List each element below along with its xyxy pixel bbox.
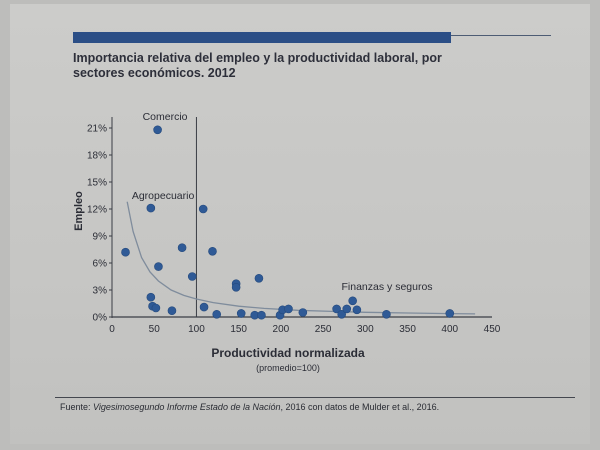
x-tick-label: 100 <box>188 324 205 335</box>
data-point <box>342 304 352 314</box>
x-tick-label: 150 <box>230 324 247 335</box>
y-tick-label: 12% <box>87 205 107 216</box>
data-point <box>154 262 163 271</box>
page-background <box>10 4 590 444</box>
title-accent-rule <box>451 35 551 36</box>
data-point <box>352 305 362 315</box>
data-point <box>254 273 264 283</box>
data-point <box>208 247 217 256</box>
y-axis-label: Empleo <box>73 191 85 231</box>
y-axis: 0% 3% 6% 9% 12% 15% 18% 21% <box>87 117 113 324</box>
source-rule <box>55 397 575 398</box>
data-point <box>153 125 162 135</box>
data-point <box>151 303 161 313</box>
data-point <box>337 309 346 319</box>
y-tick-label: 9% <box>93 232 108 243</box>
annotation-label: Finanzas y seguros <box>342 281 433 293</box>
x-tick-label: 450 <box>484 324 501 335</box>
data-point <box>298 308 308 317</box>
data-point <box>146 203 156 213</box>
annotation-label: Comercio <box>143 111 188 123</box>
y-tick-label: 18% <box>87 151 107 162</box>
data-point <box>382 309 391 319</box>
source-report-title: Vigesimosegundo Informe Estado de la Nac… <box>93 402 281 412</box>
data-point <box>257 310 266 320</box>
annotation-label: Agropecuario <box>132 190 195 202</box>
x-tick-label: 300 <box>357 324 374 335</box>
trend-curve <box>126 201 476 315</box>
data-point <box>167 306 177 316</box>
data-point <box>199 302 209 312</box>
data-point <box>187 272 197 281</box>
data-point <box>332 304 341 314</box>
data-point <box>284 304 293 314</box>
x-axis-sublabel: (promedio=100) <box>256 363 320 373</box>
x-tick-label: 200 <box>273 324 290 335</box>
source-suffix: , 2016 con datos de Mulder et al., 2016. <box>280 402 440 412</box>
data-point <box>348 296 357 306</box>
source-note: Fuente: Vigesimosegundo Informe Estado d… <box>60 402 439 412</box>
x-tick-label: 0 <box>109 324 115 335</box>
x-tick-label: 250 <box>315 324 332 335</box>
x-tick-label: 50 <box>149 324 161 335</box>
data-point <box>121 247 130 257</box>
y-tick-label: 15% <box>87 178 107 189</box>
x-axis-label: Productividad normalizada <box>211 346 365 360</box>
data-point <box>198 204 208 214</box>
y-tick-label: 0% <box>93 313 108 324</box>
x-tick-label: 400 <box>441 324 458 335</box>
y-tick-label: 6% <box>93 259 108 270</box>
data-point <box>177 243 187 252</box>
title-accent-bar <box>73 32 451 43</box>
plot-marks: Comercio Agropecuario Finanzas y seguros <box>121 111 476 320</box>
data-point <box>146 292 156 302</box>
y-tick-label: 21% <box>87 124 107 135</box>
x-axis: 0 50 100 150 200 250 300 350 400 450 <box>109 316 501 335</box>
source-prefix: Fuente: <box>60 402 94 412</box>
y-tick-label: 3% <box>93 286 108 297</box>
data-point <box>231 282 241 292</box>
data-point <box>236 309 246 318</box>
x-tick-label: 350 <box>399 324 416 335</box>
chart-title: Importancia relativa del empleo y la pro… <box>73 51 442 80</box>
data-point <box>212 309 222 319</box>
data-point <box>445 309 455 318</box>
